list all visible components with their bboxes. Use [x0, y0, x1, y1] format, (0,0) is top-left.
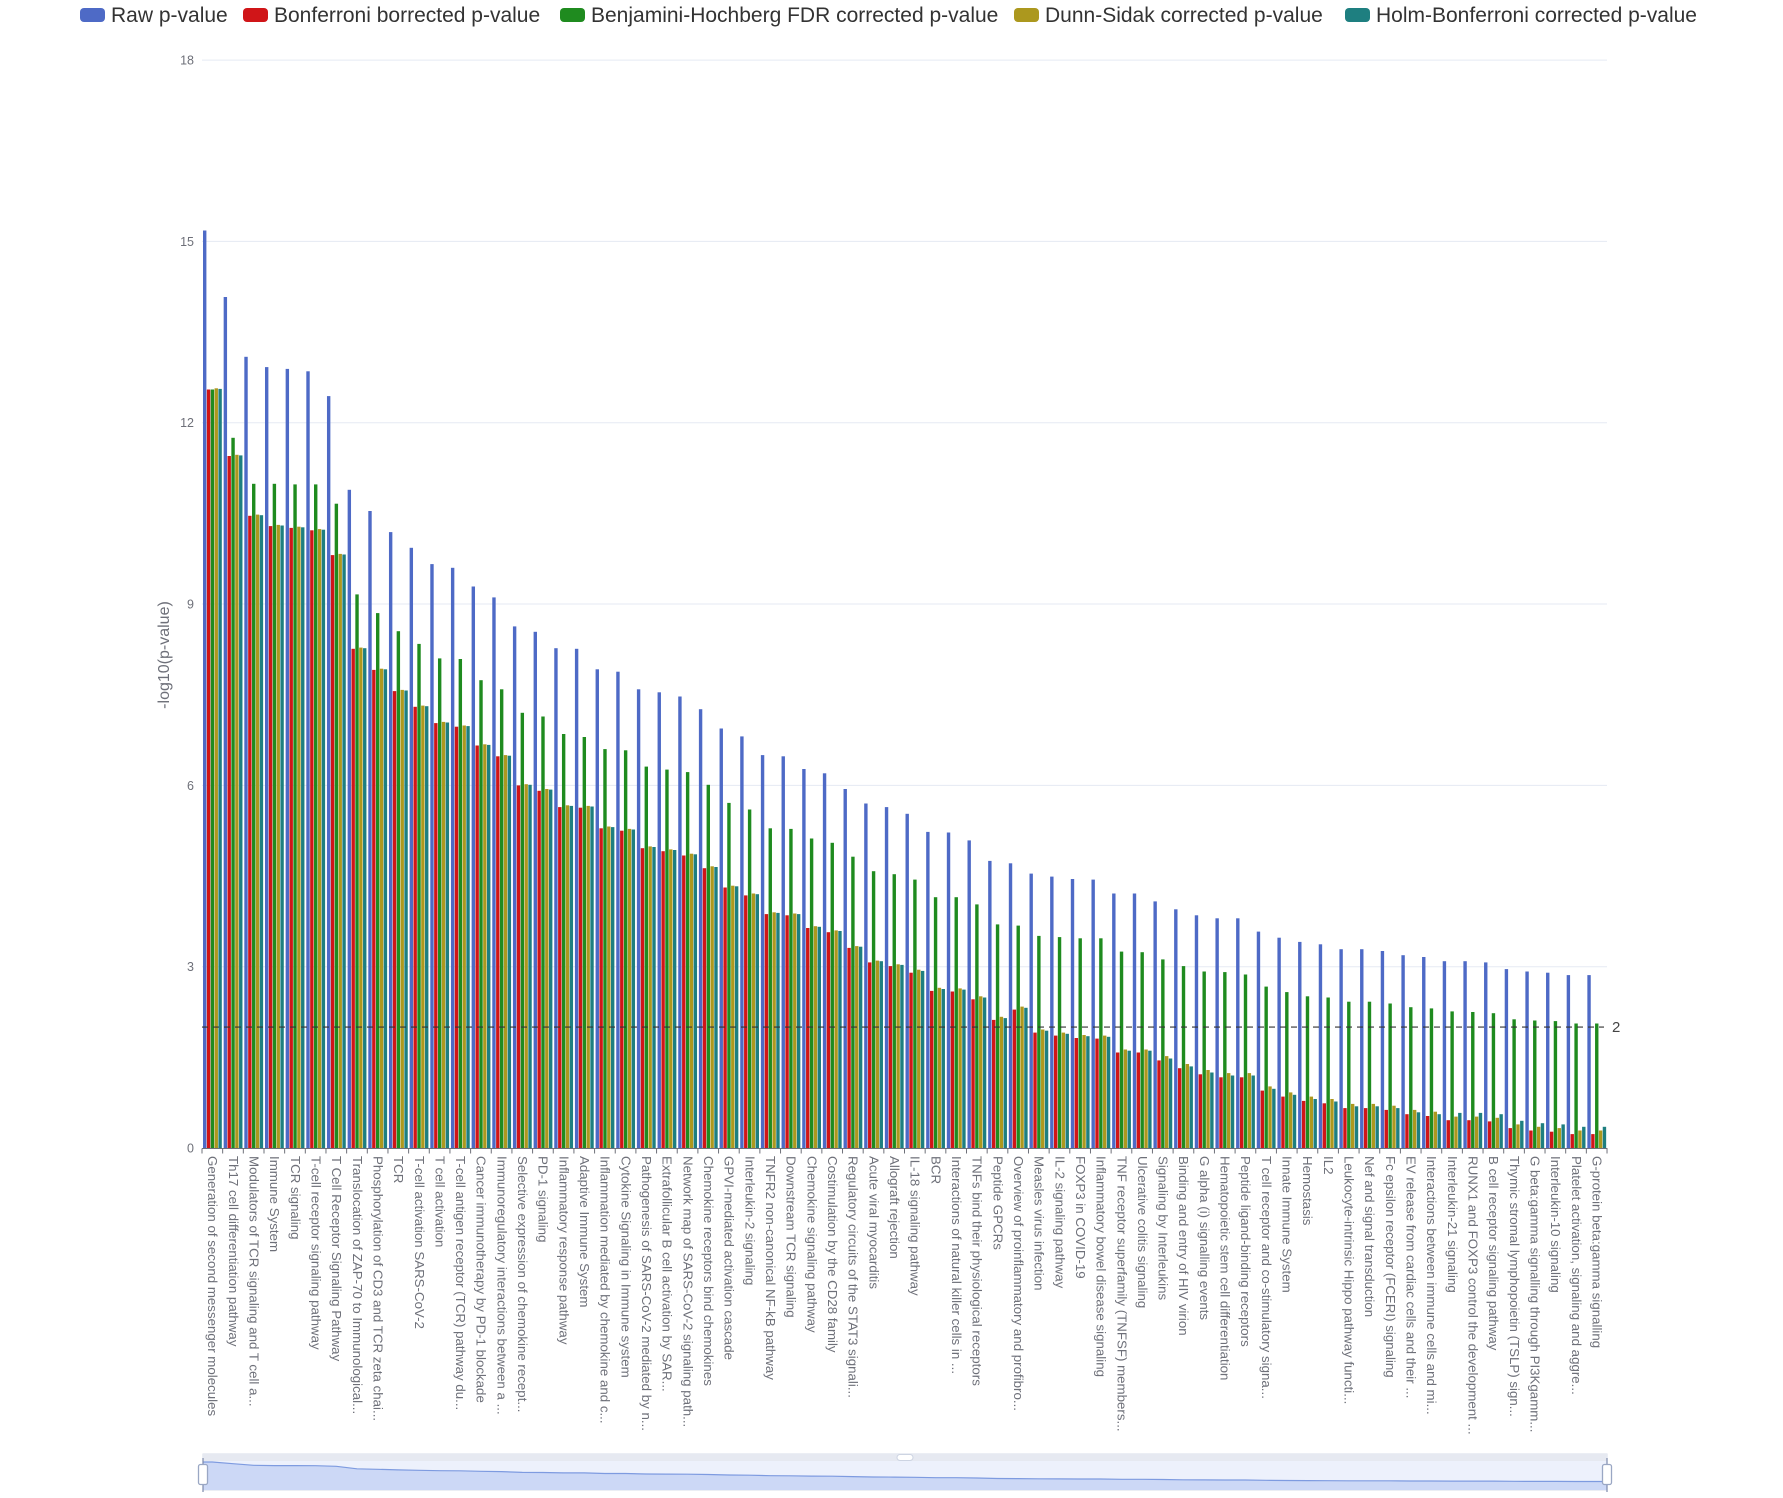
svg-text:Fc epsilon receptor (FCERI) si: Fc epsilon receptor (FCERI) signaling — [1383, 1156, 1398, 1378]
svg-text:Ulcerative colitis signaling: Ulcerative colitis signaling — [1135, 1156, 1150, 1308]
svg-text:Downstream TCR signaling: Downstream TCR signaling — [784, 1156, 799, 1318]
svg-text:12: 12 — [180, 416, 194, 430]
svg-text:Signaling by Interleukins: Signaling by Interleukins — [1156, 1156, 1171, 1300]
svg-text:Generation of second messenger: Generation of second messenger molecules — [205, 1156, 220, 1417]
svg-text:Hematopoietic stem cell differ: Hematopoietic stem cell differentiation — [1218, 1156, 1233, 1380]
svg-text:Immune System: Immune System — [267, 1156, 282, 1252]
svg-text:Chemokine receptors bind chemo: Chemokine receptors bind chemokines — [701, 1156, 716, 1386]
svg-text:G beta:gamma signalling throug: G beta:gamma signalling through PI3Kgamm… — [1528, 1156, 1543, 1432]
svg-text:Costimulation by the CD28 fami: Costimulation by the CD28 family — [825, 1156, 840, 1353]
svg-text:T cell receptor and co-stimula: T cell receptor and co-stimulatory signa… — [1259, 1156, 1274, 1399]
svg-text:Interactions between immune ce: Interactions between immune cells and mi… — [1424, 1156, 1439, 1415]
svg-text:Bonferroni borrected p-value: Bonferroni borrected p-value — [274, 4, 540, 27]
svg-text:IL-2 signaling pathway: IL-2 signaling pathway — [1052, 1156, 1067, 1289]
svg-text:Interleukin-2 signaling: Interleukin-2 signaling — [742, 1156, 757, 1285]
svg-text:G-protein beta:gamma signallin: G-protein beta:gamma signalling — [1589, 1156, 1604, 1348]
svg-text:Translocation of ZAP-70 to Imm: Translocation of ZAP-70 to Immunological… — [350, 1156, 365, 1414]
svg-text:Acute viral myocarditis: Acute viral myocarditis — [866, 1156, 881, 1289]
svg-text:Thymic stromal lymphopoietin (: Thymic stromal lymphopoietin (TSLP) sign… — [1507, 1156, 1522, 1417]
svg-text:IL2: IL2 — [1321, 1156, 1336, 1175]
svg-text:Inflammation mediated by chemo: Inflammation mediated by chemokine and c… — [598, 1156, 613, 1424]
svg-text:Nef and signal transduction: Nef and signal transduction — [1362, 1156, 1377, 1317]
svg-text:Selective expression of chemok: Selective expression of chemokine recept… — [515, 1156, 530, 1412]
svg-text:3: 3 — [187, 960, 194, 974]
svg-text:Pathogenesis of SARS-CoV-2 med: Pathogenesis of SARS-CoV-2 mediated by n… — [639, 1156, 654, 1431]
svg-text:T cell activation: T cell activation — [432, 1156, 447, 1247]
svg-text:Phosphorylation of CD3 and TCR: Phosphorylation of CD3 and TCR zeta chai… — [370, 1156, 385, 1421]
svg-text:Cancer immunotherapy by PD-1 b: Cancer immunotherapy by PD-1 blockade — [474, 1156, 489, 1403]
svg-text:Chemokine signaling pathway: Chemokine signaling pathway — [804, 1156, 819, 1333]
svg-text:0: 0 — [187, 1142, 194, 1156]
svg-text:EV release from cardiac cells: EV release from cardiac cells and their … — [1404, 1156, 1419, 1398]
svg-text:-log10(p-value): -log10(p-value) — [156, 601, 173, 709]
svg-text:TNF receptor superfamily (TNFS: TNF receptor superfamily (TNFSF) members… — [1114, 1156, 1129, 1432]
svg-text:Measles virus infection: Measles virus infection — [1032, 1156, 1047, 1291]
svg-text:Th17 cell differentiation path: Th17 cell differentiation pathway — [226, 1156, 241, 1347]
svg-text:6: 6 — [187, 779, 194, 793]
svg-text:Leukocyte-intrinsic Hippo path: Leukocyte-intrinsic Hippo pathway functi… — [1342, 1156, 1357, 1404]
svg-text:Interleukin-10 signaling: Interleukin-10 signaling — [1548, 1156, 1563, 1293]
svg-text:15: 15 — [180, 235, 194, 249]
svg-text:T-cell receptor signaling path: T-cell receptor signaling pathway — [308, 1156, 323, 1350]
svg-text:Inflammatory bowel disease sig: Inflammatory bowel disease signaling — [1094, 1156, 1109, 1377]
svg-text:Overview of proinflammatory an: Overview of proinflammatory and profibro… — [1011, 1156, 1026, 1411]
svg-text:TCR: TCR — [391, 1156, 406, 1183]
svg-text:B cell receptor signaling path: B cell receptor signaling pathway — [1486, 1156, 1501, 1351]
svg-text:Regulatory circuits of the STA: Regulatory circuits of the STAT3 signali… — [846, 1156, 861, 1398]
svg-text:2: 2 — [1612, 1019, 1620, 1036]
svg-text:Benjamini-Hochberg FDR correct: Benjamini-Hochberg FDR corrected p-value — [591, 4, 998, 27]
svg-text:T-cell activation SARS-CoV-2: T-cell activation SARS-CoV-2 — [412, 1156, 427, 1329]
svg-text:Network map of SARS-CoV-2 sign: Network map of SARS-CoV-2 signaling path… — [680, 1156, 695, 1427]
svg-text:T-cell antigen receptor (TCR): T-cell antigen receptor (TCR) pathway du… — [453, 1156, 468, 1410]
svg-text:Peptide ligand-binding recepto: Peptide ligand-binding receptors — [1238, 1156, 1253, 1347]
svg-text:RUNX1 and FOXP3 control the de: RUNX1 and FOXP3 control the development … — [1466, 1156, 1481, 1435]
svg-text:Adaptive Immune System: Adaptive Immune System — [577, 1156, 592, 1308]
svg-text:PD-1 signaling: PD-1 signaling — [536, 1156, 551, 1242]
svg-text:Modulators of TCR signaling an: Modulators of TCR signaling and T cell a… — [246, 1156, 261, 1407]
svg-text:BCR: BCR — [928, 1156, 943, 1184]
svg-text:Dunn-Sidak corrected p-value: Dunn-Sidak corrected p-value — [1045, 4, 1323, 27]
svg-text:Hemostasis: Hemostasis — [1300, 1156, 1315, 1226]
svg-text:18: 18 — [180, 54, 194, 68]
svg-text:Binding and entry of HIV virio: Binding and entry of HIV virion — [1176, 1156, 1191, 1336]
svg-text:Holm-Bonferroni corrected p-va: Holm-Bonferroni corrected p-value — [1376, 4, 1697, 27]
svg-text:Immunoregulatory interactions: Immunoregulatory interactions between a … — [494, 1156, 509, 1415]
svg-text:Innate Immune System: Innate Immune System — [1280, 1156, 1295, 1293]
svg-text:TNFR2 non-canonical NF-kB path: TNFR2 non-canonical NF-kB pathway — [763, 1156, 778, 1380]
svg-text:Allograft rejection: Allograft rejection — [887, 1156, 902, 1259]
svg-text:IL-18 signaling pathway: IL-18 signaling pathway — [908, 1156, 923, 1296]
svg-text:9: 9 — [187, 598, 194, 612]
svg-text:Platelet activation, signaling: Platelet activation, signaling and aggre… — [1569, 1156, 1584, 1395]
svg-text:G alpha (i) signalling events: G alpha (i) signalling events — [1197, 1156, 1212, 1320]
svg-text:TNFs bind their physiological: TNFs bind their physiological receptors — [970, 1156, 985, 1386]
svg-text:T Cell Receptor Signaling Path: T Cell Receptor Signaling Pathway — [329, 1156, 344, 1362]
svg-text:Inflammatory response pathway: Inflammatory response pathway — [556, 1156, 571, 1345]
svg-text:Interactions of natural killer: Interactions of natural killer cells in … — [949, 1156, 964, 1374]
svg-text:GPVI-mediated activation casca: GPVI-mediated activation cascade — [722, 1156, 737, 1360]
svg-text:TCR signaling: TCR signaling — [288, 1156, 303, 1240]
svg-text:Peptide GPCRs: Peptide GPCRs — [990, 1156, 1005, 1250]
svg-text:FOXP3 in COVID-19: FOXP3 in COVID-19 — [1073, 1156, 1088, 1279]
svg-text:Extrafollicular B cell activat: Extrafollicular B cell activation by SAR… — [660, 1156, 675, 1392]
svg-text:Cytokine Signaling in Immune s: Cytokine Signaling in Immune system — [618, 1156, 633, 1378]
svg-text:Interleukin-21 signaling: Interleukin-21 signaling — [1445, 1156, 1460, 1293]
svg-text:Raw p-value: Raw p-value — [111, 4, 228, 27]
